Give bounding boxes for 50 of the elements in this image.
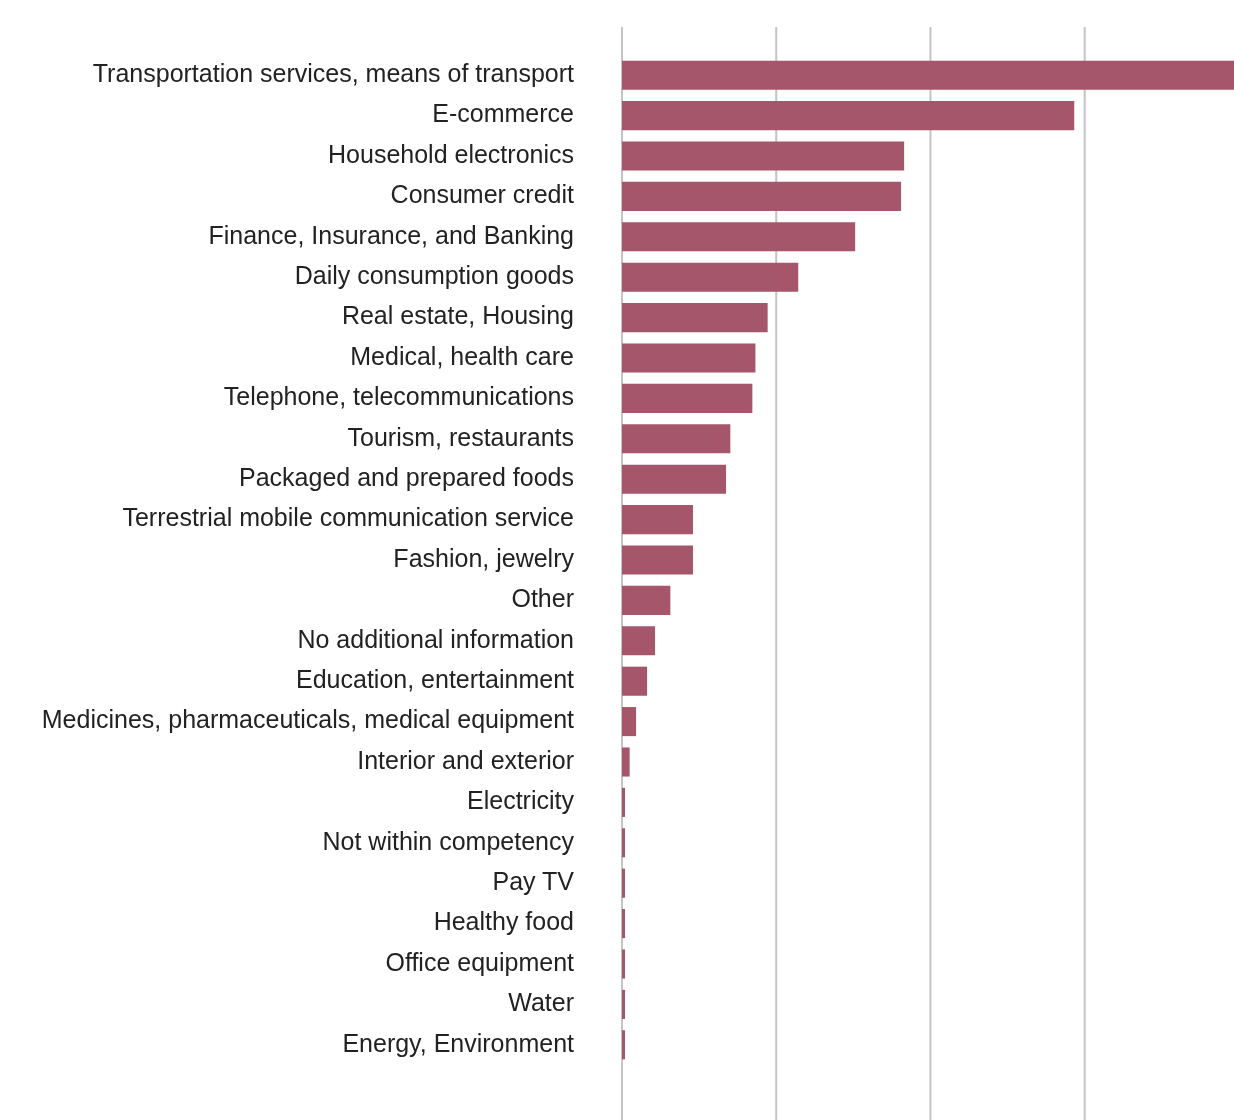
y-tick-label: Energy, Environment [342, 1028, 575, 1057]
y-tick-label: E-commerce [432, 99, 574, 128]
y-tick-label: Fashion, jewelry [393, 543, 575, 572]
y-tick-label: Tourism, restaurants [347, 422, 574, 451]
bar [622, 989, 626, 1019]
bar [622, 868, 626, 898]
y-tick-label: No additional information [297, 624, 574, 653]
y-tick-label: Other [511, 584, 574, 613]
y-tick-label: Household electronics [328, 139, 574, 168]
y-tick-label: Medicines, pharmaceuticals, medical equipment [41, 705, 575, 734]
bar [622, 747, 630, 777]
y-tick-label: Packaged and prepared foods [239, 463, 574, 492]
bar [622, 585, 671, 615]
bar [622, 545, 693, 575]
y-tick-label: Telephone, telecommunications [223, 382, 574, 411]
y-tick-label: Daily consumption goods [294, 261, 574, 290]
y-tick-label: Real estate, Housing [341, 301, 574, 330]
bar [622, 262, 799, 292]
bar [622, 626, 656, 656]
bar [622, 464, 727, 494]
bar [622, 787, 626, 817]
y-tick-label: Water [508, 988, 574, 1017]
bar [622, 343, 756, 373]
bar [622, 303, 768, 333]
y-tick-label: Office equipment [385, 947, 575, 976]
bar [622, 909, 626, 939]
y-tick-label: Electricity [467, 786, 575, 815]
y-tick-label: Pay TV [492, 867, 575, 896]
bar [622, 383, 753, 413]
y-tick-label: Medical, health care [350, 341, 574, 370]
bar [622, 424, 731, 454]
bar [622, 707, 637, 737]
y-tick-label: Terrestrial mobile communication service [122, 503, 574, 532]
bar [622, 181, 902, 211]
bar [622, 666, 648, 696]
y-tick-label: Interior and exterior [357, 745, 574, 774]
bar [622, 101, 1075, 131]
y-tick-label: Consumer credit [390, 180, 575, 209]
bar [622, 949, 626, 979]
bar [622, 60, 1234, 90]
bar [622, 141, 905, 171]
y-tick-label: Finance, Insurance, and Banking [208, 220, 574, 249]
y-tick-label: Healthy food [433, 907, 574, 936]
bar [622, 222, 856, 252]
bar [622, 828, 626, 858]
bar [622, 505, 693, 535]
y-tick-label: Education, entertainment [296, 665, 575, 694]
y-tick-label: Not within competency [322, 826, 575, 855]
y-tick-label: Transportation services, means of transport [92, 59, 575, 88]
bar [622, 1030, 626, 1060]
